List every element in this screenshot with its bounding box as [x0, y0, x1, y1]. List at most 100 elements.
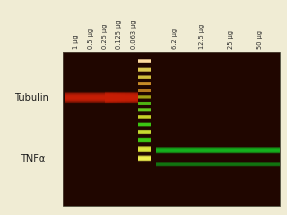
- Bar: [138, 89, 152, 90]
- Bar: [156, 165, 280, 166]
- Bar: [109, 92, 113, 93]
- Bar: [138, 110, 152, 111]
- Bar: [113, 96, 117, 97]
- Bar: [117, 93, 121, 94]
- Bar: [138, 103, 152, 104]
- Bar: [109, 95, 113, 96]
- Bar: [138, 59, 152, 60]
- Bar: [134, 96, 138, 97]
- Bar: [113, 102, 117, 103]
- Bar: [105, 92, 109, 93]
- Bar: [138, 110, 152, 111]
- Bar: [129, 98, 134, 99]
- Bar: [138, 157, 152, 158]
- Bar: [134, 98, 138, 99]
- Bar: [138, 61, 152, 62]
- Bar: [65, 98, 138, 99]
- Bar: [156, 150, 280, 151]
- Bar: [134, 101, 138, 102]
- Bar: [138, 124, 152, 125]
- Bar: [138, 160, 152, 161]
- Bar: [117, 101, 121, 102]
- Bar: [156, 166, 280, 167]
- Bar: [138, 91, 152, 92]
- Bar: [121, 96, 125, 97]
- Bar: [105, 92, 109, 93]
- Bar: [138, 84, 152, 85]
- Bar: [138, 160, 152, 161]
- Bar: [138, 116, 152, 117]
- Bar: [138, 132, 152, 133]
- Bar: [138, 130, 152, 131]
- Bar: [117, 102, 121, 103]
- Bar: [156, 152, 280, 153]
- Bar: [138, 146, 152, 147]
- Bar: [138, 69, 152, 70]
- Bar: [138, 84, 152, 85]
- Bar: [138, 123, 152, 124]
- Bar: [113, 95, 117, 96]
- Bar: [138, 125, 152, 126]
- Bar: [138, 138, 152, 139]
- Bar: [134, 92, 138, 93]
- Bar: [156, 148, 280, 149]
- Bar: [117, 95, 121, 96]
- Bar: [138, 102, 152, 103]
- Text: 0.063 μg: 0.063 μg: [131, 20, 137, 49]
- Bar: [113, 101, 117, 102]
- Bar: [156, 164, 280, 165]
- Bar: [138, 108, 152, 109]
- Bar: [134, 102, 138, 103]
- Bar: [134, 93, 138, 94]
- Bar: [138, 67, 152, 68]
- Bar: [138, 85, 152, 86]
- Bar: [138, 156, 152, 157]
- Bar: [138, 125, 152, 126]
- Bar: [125, 98, 129, 99]
- Bar: [138, 62, 152, 63]
- Bar: [117, 100, 121, 101]
- Bar: [113, 101, 117, 102]
- Bar: [138, 69, 152, 70]
- Bar: [121, 101, 125, 102]
- Bar: [138, 122, 152, 123]
- Bar: [138, 130, 152, 131]
- Bar: [156, 150, 280, 151]
- Bar: [156, 147, 280, 148]
- Bar: [138, 156, 152, 157]
- Bar: [117, 96, 121, 97]
- Bar: [129, 92, 134, 93]
- Bar: [138, 60, 152, 61]
- Bar: [138, 82, 152, 83]
- Bar: [138, 129, 152, 130]
- Bar: [138, 159, 152, 160]
- Bar: [156, 163, 280, 164]
- Bar: [121, 99, 125, 100]
- Bar: [138, 117, 152, 118]
- Bar: [109, 101, 113, 102]
- Bar: [113, 97, 117, 98]
- Bar: [138, 103, 152, 104]
- Bar: [138, 123, 152, 124]
- Bar: [138, 96, 152, 97]
- Bar: [138, 69, 152, 70]
- Bar: [138, 60, 152, 61]
- Bar: [113, 98, 117, 99]
- Bar: [105, 97, 109, 98]
- Bar: [129, 93, 134, 94]
- Bar: [138, 97, 152, 98]
- Bar: [138, 90, 152, 91]
- Bar: [117, 92, 121, 93]
- Bar: [138, 90, 152, 91]
- Bar: [138, 91, 152, 92]
- Bar: [113, 100, 117, 101]
- Bar: [156, 166, 280, 167]
- Bar: [109, 103, 113, 104]
- Bar: [138, 78, 152, 79]
- Bar: [156, 162, 280, 163]
- Text: 1 μg: 1 μg: [73, 35, 79, 49]
- Bar: [109, 100, 113, 101]
- Bar: [138, 109, 152, 110]
- Bar: [105, 102, 109, 103]
- Bar: [138, 139, 152, 140]
